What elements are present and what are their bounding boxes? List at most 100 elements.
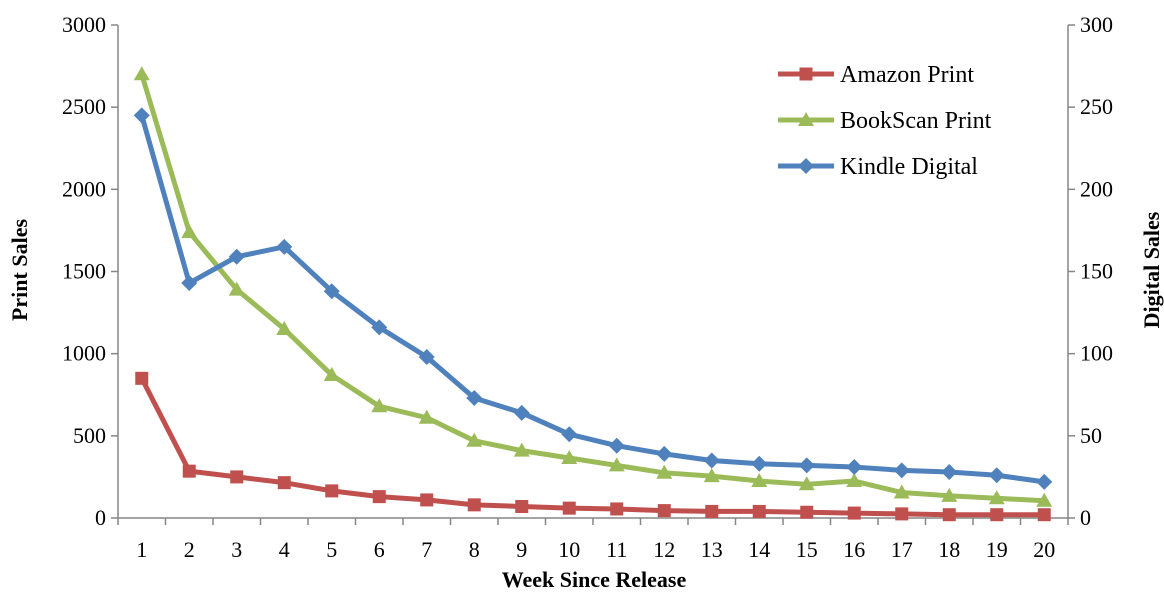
left-y-tick-label: 500: [73, 423, 106, 448]
x-tick-label: 17: [891, 537, 913, 562]
left-y-tick-label: 1500: [62, 259, 106, 284]
data-point: [466, 432, 483, 447]
data-point: [182, 464, 196, 478]
data-point: [941, 463, 958, 480]
right-y-tick-label: 50: [1080, 423, 1102, 448]
x-tick-label: 18: [938, 537, 960, 562]
series-line: [139, 114, 1045, 485]
x-tick-label: 2: [184, 537, 195, 562]
data-point: [705, 504, 719, 518]
data-point: [752, 504, 766, 518]
data-point: [513, 404, 530, 421]
data-point: [656, 445, 673, 462]
data-point: [420, 493, 434, 507]
right-y-tick-label: 300: [1080, 12, 1113, 37]
data-point: [610, 502, 624, 516]
right-y-tick-label: 200: [1080, 176, 1113, 201]
x-tick-label: 13: [701, 537, 723, 562]
x-tick-label: 7: [421, 537, 432, 562]
data-point: [703, 468, 720, 483]
legend-label: BookScan Print: [840, 108, 992, 134]
right-y-tick-label: 250: [1080, 94, 1113, 119]
data-point: [181, 224, 198, 239]
series-line: [139, 377, 1045, 518]
legend-swatch-marker: [798, 112, 814, 126]
data-point: [941, 487, 958, 502]
data-point: [323, 367, 340, 382]
left-y-tick-label: 2500: [62, 94, 106, 119]
data-point: [798, 476, 815, 491]
x-tick-label: 8: [469, 537, 480, 562]
data-point: [466, 390, 483, 407]
data-point: [798, 457, 815, 474]
data-point: [467, 498, 481, 512]
data-point: [800, 505, 814, 519]
left-y-tick-label: 1000: [62, 341, 106, 366]
x-tick-label: 5: [326, 537, 337, 562]
data-point: [135, 371, 149, 385]
right-y-tick-label: 100: [1080, 341, 1113, 366]
x-ticks: 1 2 3 4 5 6 7 8 9 10 11 12 13 14 15 16 17 18 19 20: [117, 518, 1069, 562]
series-kindle-digital: [133, 107, 1053, 490]
x-tick-label: 10: [558, 537, 580, 562]
x-tick-label: 9: [516, 537, 527, 562]
series-bookscan-print: [133, 66, 1053, 507]
x-tick-label: 20: [1033, 537, 1055, 562]
data-point: [1037, 508, 1051, 522]
data-point: [133, 107, 150, 124]
left-y-tick-label: 2000: [62, 176, 106, 201]
x-tick-label: 12: [653, 537, 675, 562]
data-point: [513, 442, 530, 457]
data-point: [276, 321, 293, 336]
left-y-ticks: 0 500 1000 1500 2000 2500 3000: [62, 12, 118, 530]
right-y-tick-label: 0: [1080, 505, 1091, 530]
data-point: [657, 504, 671, 518]
data-point: [277, 476, 291, 490]
data-point: [418, 348, 435, 365]
data-point: [988, 490, 1005, 505]
data-point: [847, 506, 861, 520]
legend-entry: Amazon Print: [778, 62, 974, 88]
x-tick-label: 6: [374, 537, 385, 562]
data-point: [1036, 492, 1053, 507]
legend-swatch-marker: [798, 158, 814, 174]
data-point: [562, 501, 576, 515]
y-axis-title: Print Sales: [7, 219, 32, 321]
data-point: [325, 484, 339, 498]
legend-label: Amazon Print: [840, 62, 974, 88]
data-point: [988, 467, 1005, 484]
x-tick-label: 14: [748, 537, 770, 562]
x-tick-label: 16: [843, 537, 865, 562]
data-point: [608, 457, 625, 472]
data-point: [276, 238, 293, 255]
data-point: [893, 484, 910, 499]
x-tick-label: 3: [231, 537, 242, 562]
x-tick-label: 11: [606, 537, 627, 562]
data-point: [228, 281, 245, 296]
data-point: [751, 473, 768, 488]
series-amazon-print: [135, 371, 1051, 522]
data-point: [515, 499, 529, 513]
data-point: [1036, 473, 1053, 490]
y2-axis-title: Digital Sales: [1139, 211, 1164, 328]
data-point: [323, 283, 340, 300]
legend-label: Kindle Digital: [840, 154, 978, 180]
series-layer: [133, 66, 1053, 522]
data-point: [990, 508, 1004, 522]
data-point: [372, 490, 386, 504]
right-y-tick-label: 150: [1080, 259, 1113, 284]
x-axis-title: Week Since Release: [502, 567, 687, 590]
x-tick-label: 1: [136, 537, 147, 562]
data-point: [893, 462, 910, 479]
data-point: [942, 508, 956, 522]
data-point: [895, 507, 909, 521]
legend: Amazon Print BookScan Print Kindle Digital: [778, 62, 992, 180]
data-point: [846, 459, 863, 476]
data-point: [561, 450, 578, 465]
data-point: [608, 437, 625, 454]
data-point: [418, 409, 435, 424]
data-point: [703, 452, 720, 469]
data-point: [371, 398, 388, 413]
